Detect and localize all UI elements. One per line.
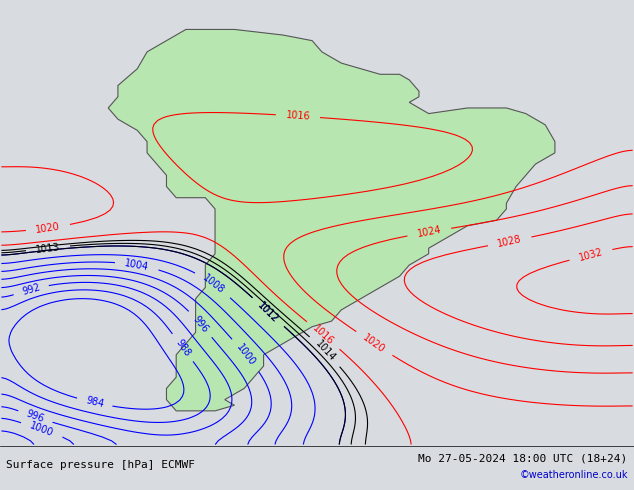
Text: 1016: 1016 — [311, 323, 336, 347]
Text: 996: 996 — [191, 314, 210, 334]
Text: 1024: 1024 — [417, 225, 443, 239]
Text: 996: 996 — [25, 409, 46, 425]
Text: 1028: 1028 — [496, 234, 523, 249]
Text: 1020: 1020 — [35, 221, 61, 235]
Text: Surface pressure [hPa] ECMWF: Surface pressure [hPa] ECMWF — [6, 461, 195, 470]
Polygon shape — [108, 29, 555, 411]
Text: 984: 984 — [84, 395, 105, 410]
Text: 1004: 1004 — [124, 258, 150, 272]
Text: 992: 992 — [21, 282, 41, 297]
Text: Mo 27-05-2024 18:00 UTC (18+24): Mo 27-05-2024 18:00 UTC (18+24) — [418, 453, 628, 463]
Text: 1032: 1032 — [578, 246, 604, 263]
Text: 988: 988 — [173, 337, 192, 358]
Text: 1012: 1012 — [256, 300, 280, 324]
Text: 1016: 1016 — [285, 110, 311, 122]
Text: 1000: 1000 — [29, 420, 55, 439]
Text: 1012: 1012 — [256, 300, 280, 324]
Text: 1008: 1008 — [200, 273, 226, 296]
Text: 1013: 1013 — [36, 242, 61, 254]
Text: ©weatheronline.co.uk: ©weatheronline.co.uk — [519, 470, 628, 480]
Text: 1000: 1000 — [235, 343, 257, 368]
Text: 1014: 1014 — [313, 339, 337, 364]
Text: 1020: 1020 — [361, 332, 387, 355]
